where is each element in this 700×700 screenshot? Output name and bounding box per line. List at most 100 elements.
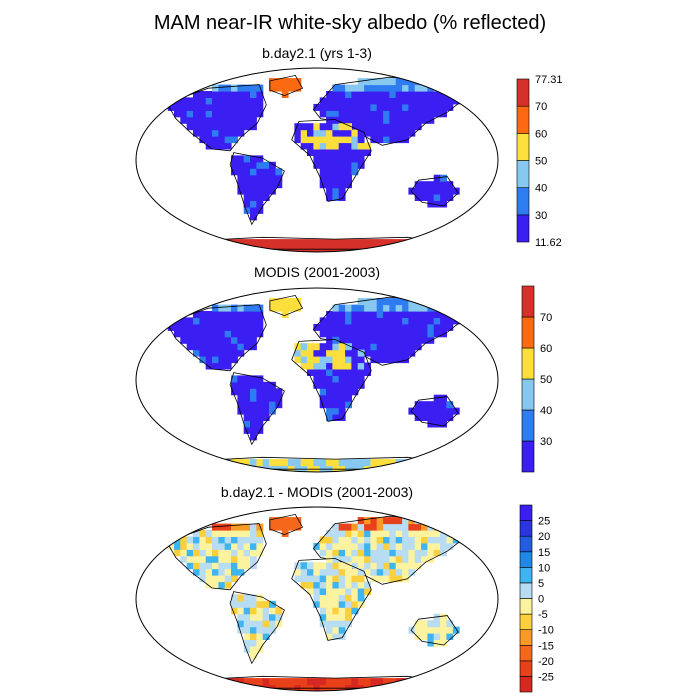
land-cell: [186, 110, 194, 118]
land-cell: [243, 626, 251, 634]
land-cell: [389, 465, 397, 472]
land-cell: [351, 549, 359, 557]
land-cell: [269, 517, 276, 525]
land-cell: [237, 568, 245, 576]
colorbar-swatch: [521, 378, 535, 411]
land-cell: [332, 465, 340, 472]
land-cell: [243, 394, 251, 402]
land-cell: [338, 304, 346, 312]
land-cell: [237, 459, 245, 467]
land-cell: [231, 103, 238, 111]
land-cell: [440, 97, 447, 105]
land-cell: [351, 149, 359, 156]
land-cell: [231, 161, 238, 169]
land-cell: [383, 517, 390, 525]
land-cell: [250, 388, 257, 396]
coastline: [166, 304, 267, 372]
land-cell: [307, 459, 314, 467]
land-cell: [218, 110, 226, 118]
land-cell: [383, 91, 390, 98]
land-cell: [421, 633, 428, 640]
land-cell: [326, 394, 333, 402]
land-cell: [364, 459, 371, 467]
land-cell: [414, 103, 422, 111]
land-cell: [205, 536, 213, 544]
land-cell: [402, 343, 409, 351]
land-cell: [351, 103, 359, 111]
land-cell: [224, 568, 232, 576]
land-cell: [446, 181, 454, 189]
land-cell: [364, 568, 371, 576]
land-cell: [370, 349, 378, 357]
land-cell: [383, 549, 390, 557]
land-cell: [402, 536, 409, 544]
land-cell: [433, 536, 441, 544]
land-cell: [345, 311, 352, 318]
land-cell: [275, 298, 283, 306]
land-cell: [275, 174, 283, 182]
land-cell: [288, 678, 295, 686]
land-cell: [218, 91, 226, 98]
land-cell: [237, 97, 245, 105]
land-cell: [313, 369, 321, 376]
land-cell: [231, 129, 238, 137]
land-cell: [319, 394, 327, 402]
land-cell: [269, 78, 276, 86]
land-cell: [218, 549, 226, 557]
land-cell: [357, 517, 365, 525]
land-cell: [231, 84, 238, 92]
land-cell: [351, 110, 359, 118]
land-cell: [421, 530, 428, 537]
land-cell: [395, 91, 403, 98]
land-cell: [326, 311, 333, 318]
land-cell: [338, 588, 346, 595]
land-cell: [376, 356, 384, 364]
land-cell: [205, 330, 213, 338]
land-cell: [294, 129, 302, 137]
land-cell: [376, 343, 384, 351]
land-cell: [262, 414, 270, 421]
land-cell: [288, 523, 295, 531]
land-cell: [433, 678, 441, 686]
land-cell: [250, 317, 257, 325]
coastline: [291, 339, 372, 422]
land-cell: [269, 187, 276, 195]
land-cell: [313, 161, 321, 169]
land-cell: [433, 530, 441, 537]
land-cell: [326, 530, 333, 537]
land-cell: [174, 103, 181, 111]
land-cell: [269, 388, 276, 396]
land-cell: [357, 78, 365, 86]
land-cell: [313, 323, 321, 331]
land-cell: [408, 407, 416, 415]
land-cell: [414, 633, 422, 640]
land-cell: [408, 523, 416, 531]
land-cell: [338, 149, 346, 156]
land-cell: [326, 103, 333, 111]
land-cell: [237, 465, 245, 472]
land-cell: [319, 459, 327, 467]
land-cell: [389, 555, 397, 563]
land-cell: [402, 298, 409, 306]
land-cell: [332, 600, 340, 608]
land-cell: [294, 349, 302, 357]
land-cell: [326, 161, 333, 169]
land-cell: [440, 407, 447, 415]
land-cell: [376, 123, 384, 131]
land-cell: [395, 684, 403, 691]
land-cell: [326, 536, 333, 544]
land-cell: [338, 568, 346, 576]
land-cell: [427, 323, 435, 331]
land-cell: [313, 568, 321, 576]
land-cell: [237, 161, 245, 169]
land-cell: [307, 568, 314, 576]
land-cell: [345, 181, 352, 189]
land-cell: [212, 323, 219, 331]
land-cell: [224, 116, 232, 124]
land-cell: [427, 549, 435, 557]
land-cell: [383, 123, 390, 131]
land-cell: [357, 349, 365, 357]
land-cell: [186, 123, 194, 131]
land-cell: [414, 684, 422, 691]
land-cell: [433, 549, 441, 557]
